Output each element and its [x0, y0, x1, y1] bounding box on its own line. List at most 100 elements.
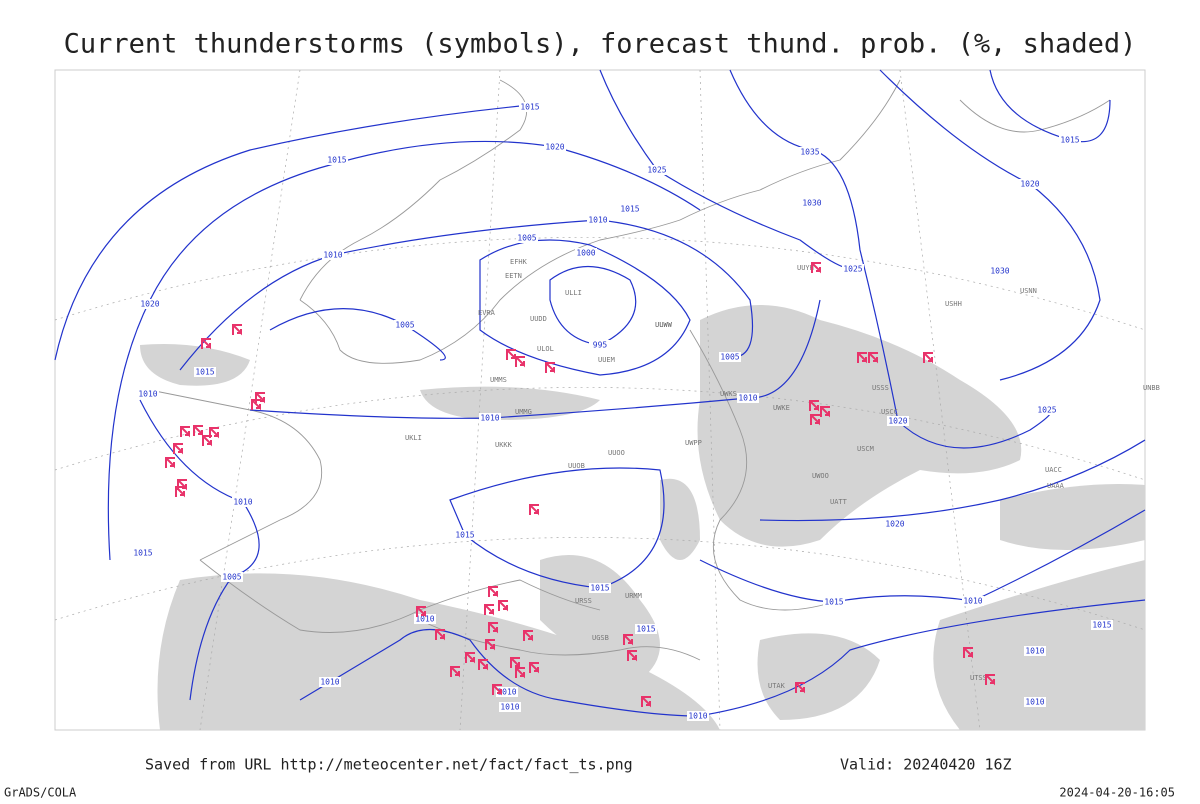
isobar-label-bg — [139, 299, 161, 309]
station-code: UKLI — [405, 434, 422, 442]
station-code: EETN — [505, 272, 522, 280]
thunderstorm-symbol — [465, 652, 475, 664]
thunderstorm-symbol — [623, 634, 633, 646]
thunderstorm-symbol — [809, 400, 819, 412]
thunderstorm-symbol — [484, 604, 494, 616]
isobar-label-bg — [962, 596, 984, 606]
isobar-label-bg — [1059, 135, 1081, 145]
isobar-label-bg — [454, 530, 476, 540]
isobar-label-bg — [619, 204, 641, 214]
station-code: URSS — [575, 597, 592, 605]
station-code: UMMS — [490, 376, 507, 384]
thunderstorm-symbol — [529, 662, 539, 674]
isobar-label-bg — [1024, 697, 1046, 707]
isobar-label-bg — [589, 583, 611, 593]
isobar-label: 1005 — [395, 321, 414, 330]
station-code: ULLI — [565, 289, 582, 297]
isobar-label-bg — [499, 702, 521, 712]
thunderstorm-symbol — [416, 606, 426, 618]
isobar-label-bg — [544, 142, 566, 152]
thunderstorm-symbol — [165, 457, 175, 469]
thunderstorm-symbol — [175, 486, 185, 498]
thunderstorm-symbol — [435, 629, 445, 641]
isobar-label-bg — [232, 497, 254, 507]
isobar-label-bg — [799, 147, 821, 157]
isobar-label: 1015 — [636, 625, 655, 634]
station-code: UUEM — [598, 356, 615, 364]
isobar-label: 1000 — [576, 249, 595, 258]
isobar-label: 1015 — [620, 205, 639, 214]
station-code: UATT — [830, 498, 848, 506]
thunderstorm-symbol — [450, 666, 460, 678]
thunderstorm-symbol — [868, 352, 878, 364]
station-code: UWOO — [812, 472, 829, 480]
isobar-label: 1020 — [1020, 180, 1039, 189]
station-code: UWKE — [773, 404, 790, 412]
isobar-label-bg — [801, 198, 823, 208]
isobar-label-bg — [687, 711, 709, 721]
station-code: UTAK — [768, 682, 786, 690]
isobar-label: 1015 — [824, 598, 843, 607]
isobar-label-bg — [516, 233, 538, 243]
thunderstorm-symbol — [515, 667, 525, 679]
isobar-label-bg — [575, 248, 597, 258]
isobar-label: 1010 — [738, 394, 757, 403]
station-code: UAAA — [1047, 482, 1065, 490]
isobar-label-bg — [394, 320, 416, 330]
thunderstorm-symbol — [209, 427, 219, 439]
station-code: UUYH — [797, 264, 814, 272]
station-code: EFHK — [510, 258, 528, 266]
thunderstorm-symbol — [985, 674, 995, 686]
isobar-label: 1015 — [1060, 136, 1079, 145]
isobar-label-bg — [842, 264, 864, 274]
thunderstorm-symbol — [492, 684, 502, 696]
thunderstorm-symbol — [180, 426, 190, 438]
station-code: UWKS — [720, 390, 737, 398]
thunderstorm-symbol — [251, 399, 261, 411]
isobar-label: 1005 — [720, 353, 739, 362]
station-code: ULWW — [655, 321, 673, 329]
isobar-label-bg — [589, 340, 611, 350]
thunderstorm-symbol — [811, 262, 821, 274]
isobar-label: 1015 — [195, 368, 214, 377]
isobar-label: 1015 — [590, 584, 609, 593]
isobar-label: 1015 — [455, 531, 474, 540]
thunderstorm-symbol — [857, 352, 867, 364]
thunderstorm-symbol — [232, 324, 242, 336]
thunderstorm-symbol — [488, 586, 498, 598]
isobar-label-bg — [823, 597, 845, 607]
thunderstorm-symbol — [820, 406, 830, 418]
thunderstorm-symbol — [510, 657, 520, 669]
station-code: EVRA — [478, 309, 496, 317]
station-code: UUOO — [608, 449, 625, 457]
station-code: USCM — [857, 445, 874, 453]
station-code: UACC — [1045, 466, 1062, 474]
isobar-label-bg — [884, 519, 906, 529]
source-note: Saved from URL http://meteocenter.net/fa… — [145, 756, 633, 774]
isobar-label-bg — [194, 367, 216, 377]
isobar-label-bg — [319, 677, 341, 687]
thunderstorm-symbol — [795, 682, 805, 694]
isobar-label: 1015 — [133, 549, 152, 558]
isobar-label-bg — [719, 352, 741, 362]
thunderstorm-symbol — [923, 352, 933, 364]
station-code: USHH — [945, 300, 962, 308]
isobar-label: 1020 — [545, 143, 564, 152]
isobar-label: 1010 — [500, 703, 519, 712]
station-code: URMM — [625, 592, 642, 600]
isobar-label: 1025 — [843, 265, 862, 274]
station-code: UUWW — [655, 321, 673, 329]
thunderstorm-symbol — [202, 435, 212, 447]
isobar-label-bg — [414, 614, 436, 624]
thunderstorm-symbol — [641, 696, 651, 708]
isobar-label-bg — [326, 155, 348, 165]
station-code: UGSB — [592, 634, 609, 642]
isobar-label: 1030 — [802, 199, 821, 208]
isobar-label-bg — [137, 389, 159, 399]
thunderstorm-symbol — [545, 362, 555, 374]
station-code: USSS — [872, 384, 889, 392]
isobar-label: 1010 — [688, 712, 707, 721]
station-code: ULOL — [537, 345, 554, 353]
isobar-label-bg — [1024, 646, 1046, 656]
